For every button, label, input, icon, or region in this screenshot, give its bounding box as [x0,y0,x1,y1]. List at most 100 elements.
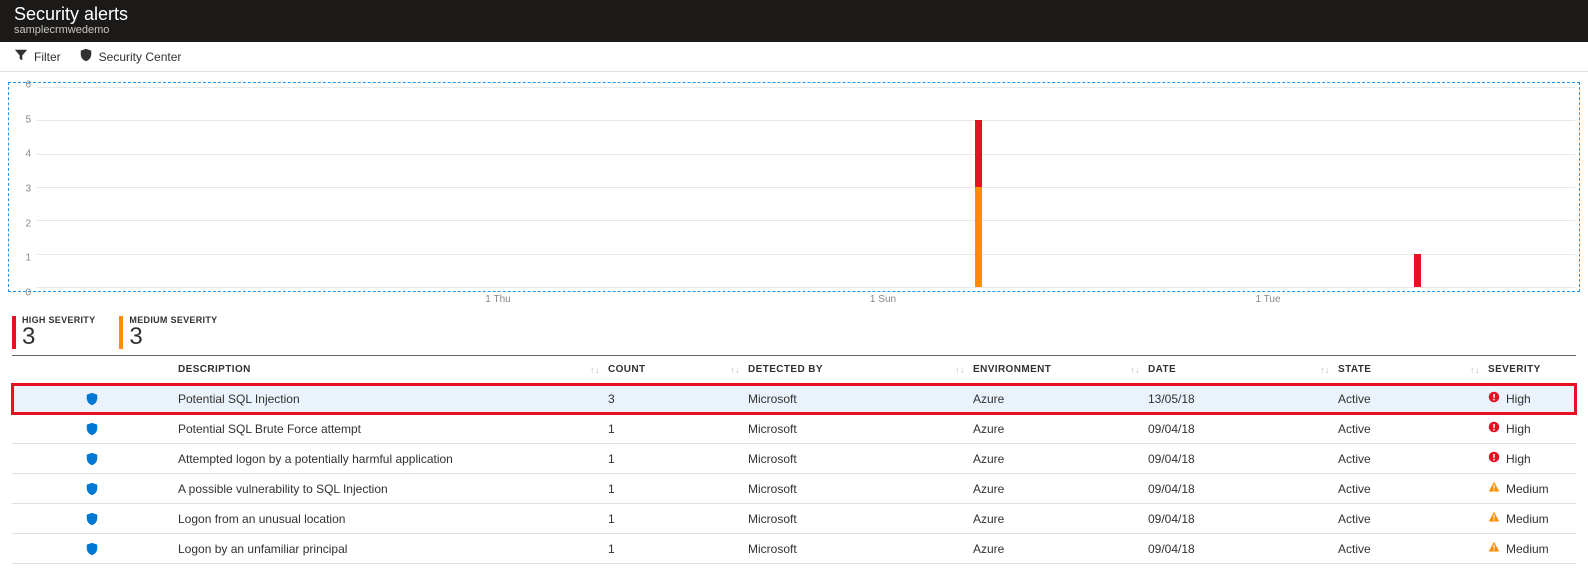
table-header-row: DESCRIPTION ↑↓COUNT ↑↓DETECTED BY ↑↓ENVI… [12,356,1576,384]
row-environment: Azure [967,534,1142,564]
severity-text: Medium [1506,482,1549,496]
row-severity: Medium [1482,534,1576,564]
header: Security alerts samplecrmwedemo [0,0,1588,42]
severity-block[interactable]: HIGH SEVERITY3 [12,316,95,349]
gridline [37,187,1575,188]
col-detected-by-header[interactable]: ↑↓DETECTED BY [742,356,967,384]
table-row[interactable]: Potential SQL Brute Force attempt1Micros… [12,414,1576,444]
severity-icon [1488,451,1500,466]
severity-color-bar [12,316,16,349]
severity-text: High [1506,392,1531,406]
sort-icon: ↑↓ [1470,365,1480,375]
row-state: Active [1332,504,1482,534]
y-tick-label: 1 [25,253,31,264]
row-environment: Azure [967,384,1142,414]
row-description: Logon from an unusual location [172,504,602,534]
col-environment-label: ENVIRONMENT [973,364,1051,375]
y-tick-label: 5 [25,114,31,125]
severity-color-bar [119,316,123,349]
row-date: 09/04/18 [1142,534,1332,564]
sort-icon: ↑↓ [955,365,965,375]
y-tick-label: 4 [25,149,31,160]
plot-area [37,87,1575,287]
row-environment: Azure [967,474,1142,504]
row-severity: High [1482,414,1576,444]
severity-icon [1488,511,1500,526]
row-date: 09/04/18 [1142,504,1332,534]
row-shield-icon [12,474,172,504]
row-environment: Azure [967,504,1142,534]
col-environment-header[interactable]: ↑↓ENVIRONMENT [967,356,1142,384]
col-icon-header [12,356,172,384]
filter-button[interactable]: Filter [14,48,61,65]
filter-icon [14,48,28,65]
bar-segment[interactable] [1414,254,1421,287]
row-severity: Medium [1482,504,1576,534]
table-body: Potential SQL Injection3MicrosoftAzure13… [12,384,1576,564]
col-description-header[interactable]: DESCRIPTION [172,356,602,384]
y-tick-label: 3 [25,184,31,195]
col-count-label: COUNT [608,364,646,375]
alerts-table: DESCRIPTION ↑↓COUNT ↑↓DETECTED BY ↑↓ENVI… [12,355,1576,564]
alerts-chart[interactable]: 0123456 [8,82,1580,292]
col-count-header[interactable]: ↑↓ COUNT [602,356,742,384]
row-date: 09/04/18 [1142,444,1332,474]
severity-icon [1488,391,1500,406]
row-state: Active [1332,444,1482,474]
row-description: Logon by an unfamiliar principal [172,534,602,564]
row-state: Active [1332,414,1482,444]
sort-icon: ↑↓ [730,365,740,375]
row-state: Active [1332,384,1482,414]
gridline [37,220,1575,221]
table-row[interactable]: A possible vulnerability to SQL Injectio… [12,474,1576,504]
severity-text: High [1506,422,1531,436]
row-count: 1 [602,504,742,534]
chart-section: 0123456 1 Thu1 Sun1 Tue [0,72,1588,312]
severity-count: 3 [129,325,217,349]
toolbar: Filter Security Center [0,42,1588,72]
row-detected-by: Microsoft [742,534,967,564]
col-date-label: DATE [1148,364,1176,375]
col-state-label: STATE [1338,364,1371,375]
row-environment: Azure [967,414,1142,444]
table-row[interactable]: Potential SQL Injection3MicrosoftAzure13… [12,384,1576,414]
row-environment: Azure [967,444,1142,474]
x-tick-label: 1 Tue [1255,294,1280,305]
row-shield-icon [12,444,172,474]
y-tick-label: 6 [25,80,31,91]
page-subtitle: samplecrmwedemo [14,24,1574,36]
y-tick-label: 2 [25,218,31,229]
severity-text: Medium [1506,512,1549,526]
row-count: 1 [602,534,742,564]
col-state-header[interactable]: ↑↓ STATE [1332,356,1482,384]
bar-segment[interactable] [975,187,982,287]
severity-count: 3 [22,325,95,349]
severity-text: MEDIUM SEVERITY3 [129,316,217,349]
table-row[interactable]: Attempted logon by a potentially harmful… [12,444,1576,474]
severity-block[interactable]: MEDIUM SEVERITY3 [119,316,217,349]
sort-icon: ↑↓ [590,365,600,375]
security-center-button[interactable]: Security Center [79,48,182,65]
row-detected-by: Microsoft [742,414,967,444]
alerts-table-wrap: DESCRIPTION ↑↓COUNT ↑↓DETECTED BY ↑↓ENVI… [0,355,1588,564]
severity-icon [1488,541,1500,556]
row-count: 1 [602,474,742,504]
x-tick-label: 1 Thu [485,294,510,305]
table-row[interactable]: Logon from an unusual location1Microsoft… [12,504,1576,534]
gridline [37,254,1575,255]
bar-segment[interactable] [975,120,982,187]
row-date: 13/05/18 [1142,384,1332,414]
table-row[interactable]: Logon by an unfamiliar principal1Microso… [12,534,1576,564]
row-detected-by: Microsoft [742,384,967,414]
row-shield-icon [12,384,172,414]
row-severity: Medium [1482,474,1576,504]
gridline [37,287,1575,288]
row-count: 1 [602,444,742,474]
row-description: Potential SQL Injection [172,384,602,414]
row-description: Potential SQL Brute Force attempt [172,414,602,444]
sort-icon: ↑↓ [1320,365,1330,375]
col-severity-header[interactable]: ↑↓SEVERITY [1482,356,1576,384]
col-date-header[interactable]: ↑↓ DATE [1142,356,1332,384]
security-center-label: Security Center [99,50,182,64]
page-title: Security alerts [14,4,1574,25]
